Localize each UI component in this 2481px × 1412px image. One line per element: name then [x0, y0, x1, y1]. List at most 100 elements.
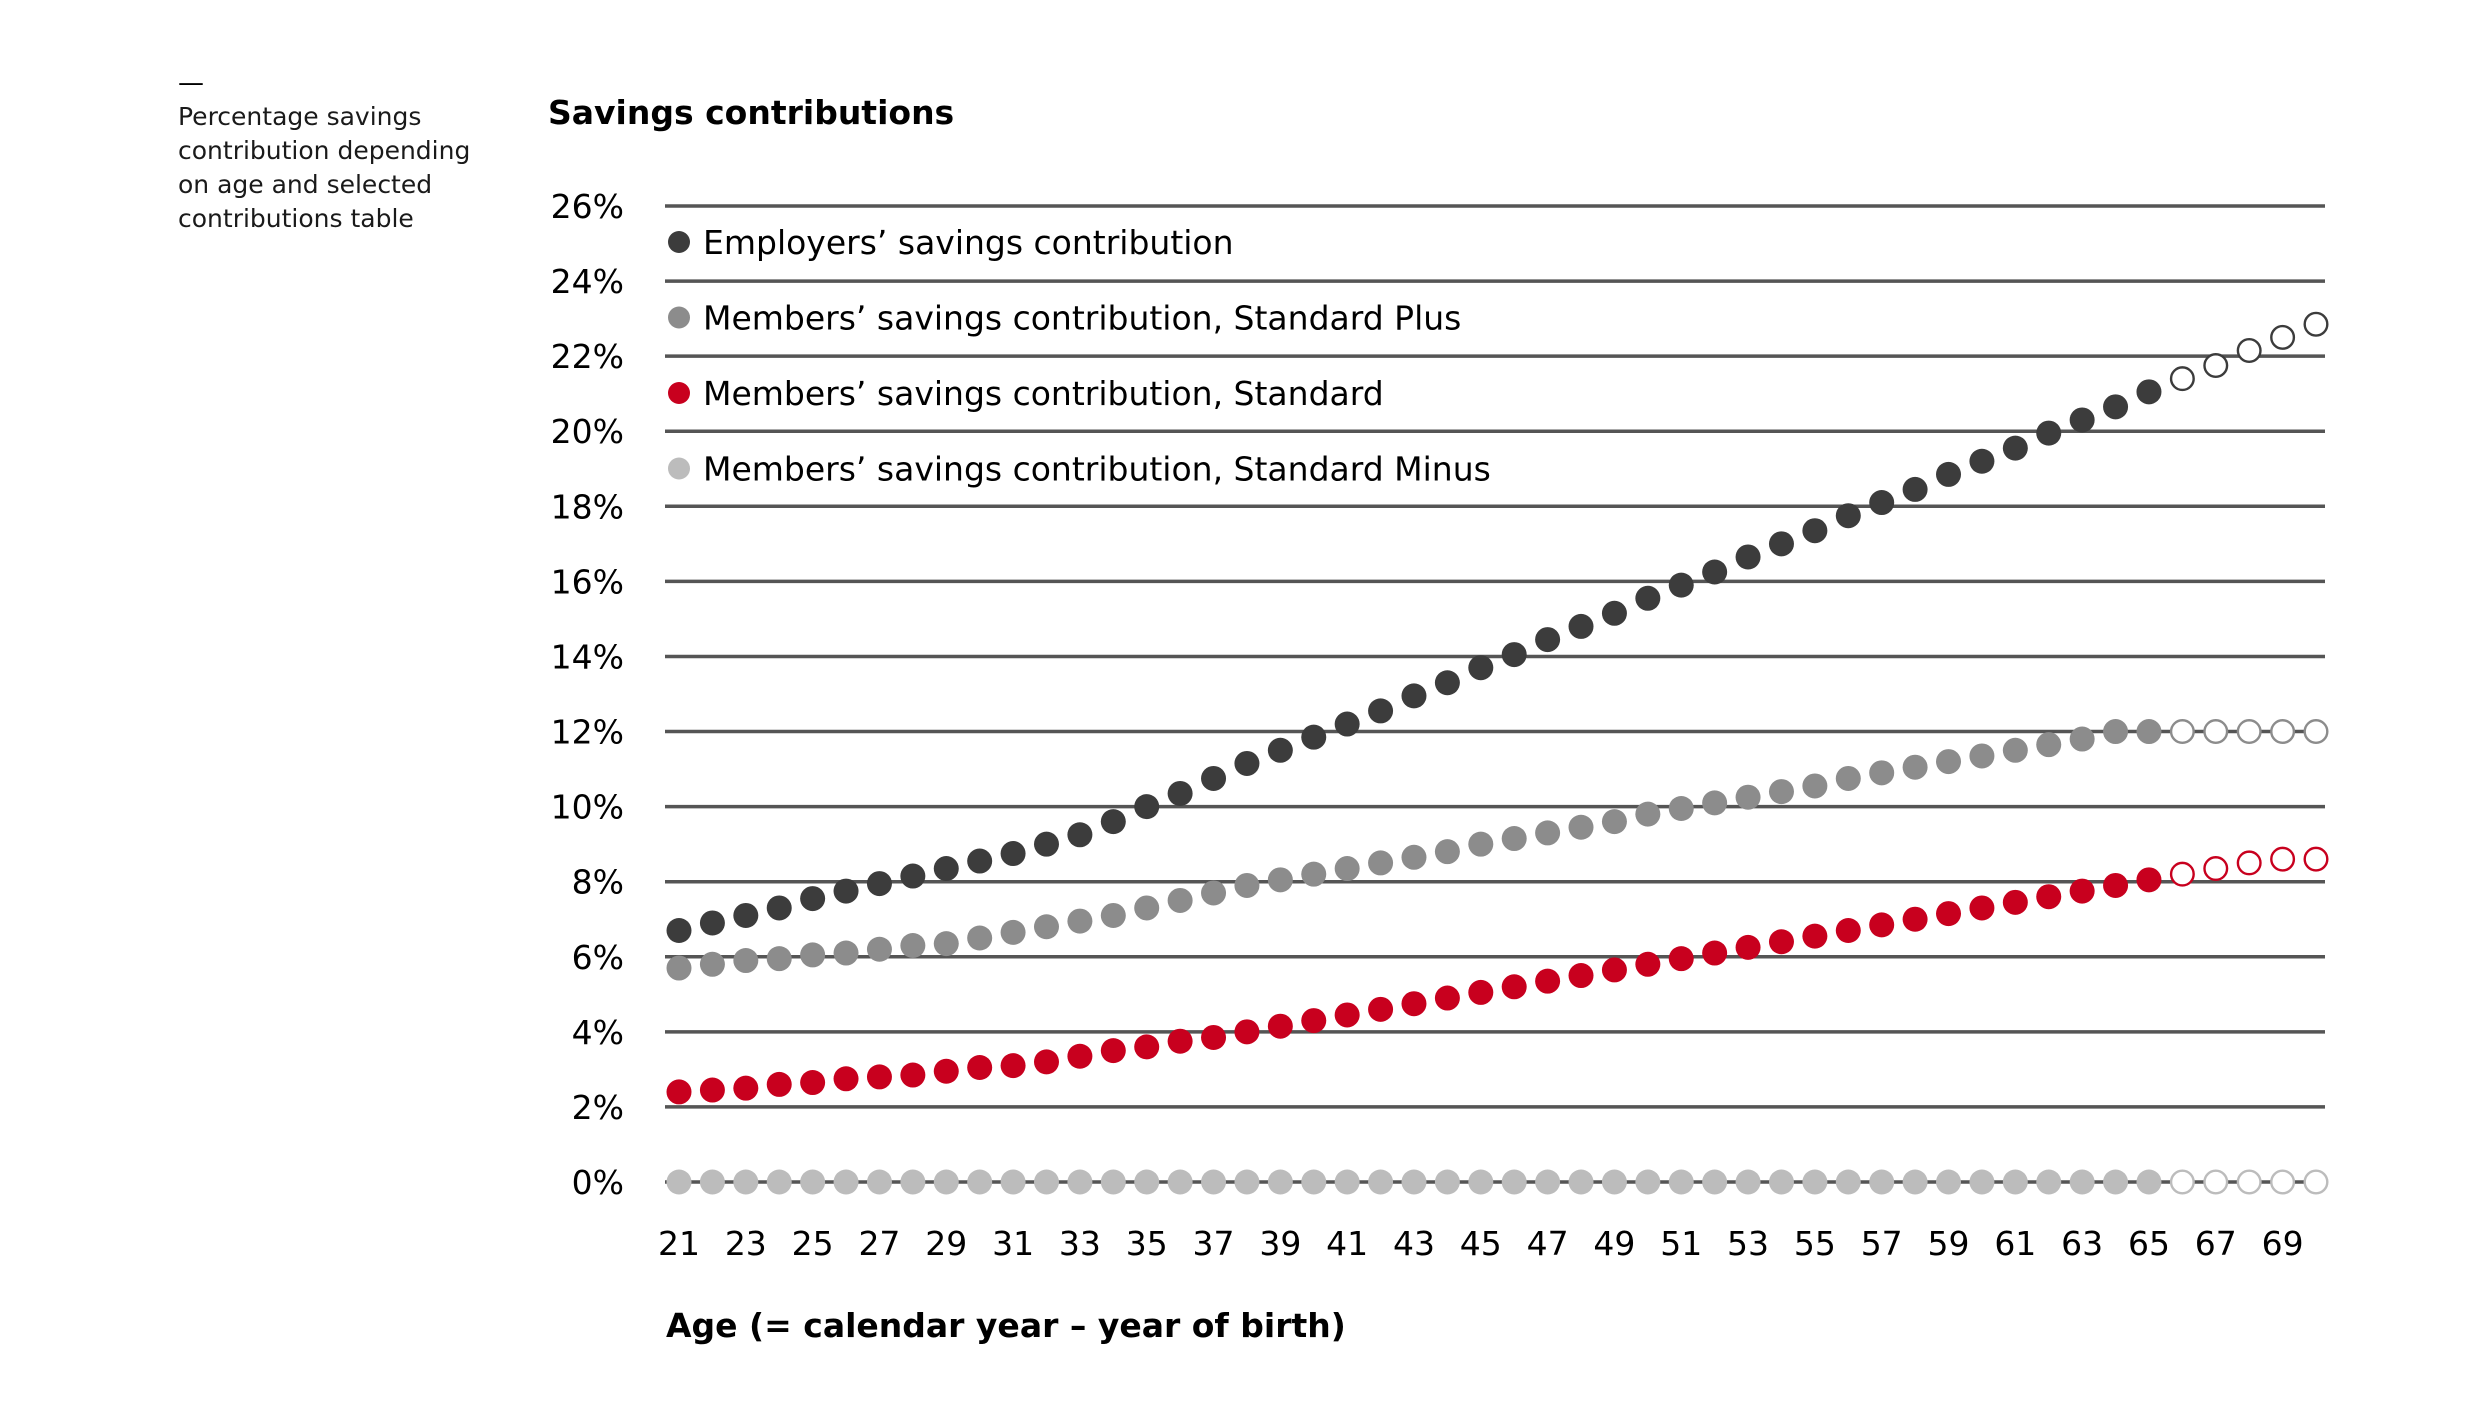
data-point-series-2: [933, 1058, 959, 1084]
data-point-series-3: [1201, 1169, 1227, 1195]
data-point-series-3: [1401, 1169, 1427, 1195]
data-point-series-2: [1936, 901, 1962, 927]
x-tick-label: 53: [1727, 1224, 1769, 1263]
x-tick-label: 49: [1593, 1224, 1635, 1263]
data-point-series-3: [1301, 1169, 1327, 1195]
data-point-series-0: [1334, 711, 1360, 737]
data-point-series-1: [1401, 844, 1427, 870]
data-point-series-0: [2236, 338, 2262, 364]
data-point-series-2: [1702, 940, 1728, 966]
data-point-series-1: [2136, 719, 2162, 745]
data-point-series-0: [1668, 572, 1694, 598]
data-point-series-2: [1668, 946, 1694, 972]
data-point-series-3: [766, 1169, 792, 1195]
data-point-series-1: [1368, 850, 1394, 876]
data-point-series-3: [666, 1169, 692, 1195]
data-point-series-3: [1969, 1169, 1995, 1195]
data-point-series-3: [2303, 1169, 2329, 1195]
data-point-series-3: [2236, 1169, 2262, 1195]
x-tick-label: 25: [792, 1224, 834, 1263]
data-point-series-3: [1067, 1169, 1093, 1195]
data-point-series-0: [900, 863, 926, 889]
data-point-series-1: [1802, 773, 1828, 799]
data-point-series-3: [1601, 1169, 1627, 1195]
data-point-series-0: [1434, 670, 1460, 696]
data-point-series-2: [1267, 1013, 1293, 1039]
data-point-series-1: [900, 933, 926, 959]
y-tick-label: 18%: [551, 487, 624, 526]
data-point-series-1: [1535, 820, 1561, 846]
data-point-series-0: [1201, 765, 1227, 791]
data-point-series-3: [900, 1169, 926, 1195]
data-point-series-1: [1100, 902, 1126, 928]
x-axis-title: Age (= calendar year – year of birth): [666, 1306, 1346, 1345]
data-point-series-3: [699, 1169, 725, 1195]
x-tick-label: 63: [2061, 1224, 2103, 1263]
legend-marker: [668, 457, 690, 480]
data-point-series-1: [2103, 719, 2129, 745]
data-point-series-1: [833, 940, 859, 966]
data-point-series-1: [733, 948, 759, 974]
y-tick-label: 20%: [551, 412, 624, 451]
data-points: [666, 311, 2329, 1195]
data-point-series-2: [1835, 917, 1861, 943]
data-point-series-2: [1802, 923, 1828, 949]
y-tick-label: 8%: [572, 863, 624, 902]
data-point-series-2: [2169, 861, 2195, 887]
data-point-series-0: [766, 895, 792, 921]
data-point-series-2: [833, 1066, 859, 1092]
data-point-series-2: [2103, 872, 2129, 898]
data-point-series-0: [1167, 780, 1193, 806]
data-point-series-3: [1902, 1169, 1928, 1195]
data-point-series-0: [1869, 490, 1895, 516]
y-tick-label: 10%: [551, 788, 624, 827]
gridlines: [665, 204, 2325, 1184]
data-point-series-2: [2270, 846, 2296, 872]
data-point-series-1: [1301, 861, 1327, 887]
data-point-series-1: [1234, 872, 1260, 898]
x-tick-label: 37: [1193, 1224, 1235, 1263]
data-point-series-2: [1535, 968, 1561, 994]
data-point-series-0: [800, 886, 826, 912]
data-point-series-0: [1468, 655, 1494, 681]
data-point-series-1: [1668, 795, 1694, 821]
data-point-series-2: [1368, 996, 1394, 1022]
x-tick-label: 59: [1928, 1224, 1970, 1263]
data-point-series-3: [2069, 1169, 2095, 1195]
data-point-series-2: [900, 1062, 926, 1088]
data-point-series-2: [2303, 846, 2329, 872]
data-point-series-1: [1568, 814, 1594, 840]
data-point-series-3: [1000, 1169, 1026, 1195]
data-point-series-2: [1902, 906, 1928, 932]
legend: Employers’ savings contribution Members’ …: [668, 223, 1491, 489]
data-point-series-1: [2270, 719, 2296, 745]
data-point-series-1: [1434, 839, 1460, 865]
data-point-series-3: [1033, 1169, 1059, 1195]
data-point-series-0: [2103, 394, 2129, 420]
data-point-series-3: [733, 1169, 759, 1195]
data-point-series-2: [733, 1075, 759, 1101]
x-tick-label: 39: [1259, 1224, 1301, 1263]
data-point-series-1: [1835, 765, 1861, 791]
y-tick-label: 24%: [551, 262, 624, 301]
data-point-series-2: [766, 1071, 792, 1097]
data-point-series-0: [1936, 461, 1962, 487]
data-point-series-3: [1869, 1169, 1895, 1195]
data-point-series-3: [2036, 1169, 2062, 1195]
data-point-series-2: [1434, 985, 1460, 1011]
data-point-series-2: [1401, 991, 1427, 1017]
data-point-series-3: [1234, 1169, 1260, 1195]
data-point-series-0: [1368, 698, 1394, 724]
data-point-series-1: [866, 936, 892, 962]
data-point-series-1: [2036, 732, 2062, 758]
data-point-series-0: [2169, 366, 2195, 392]
data-point-series-0: [699, 910, 725, 936]
data-point-series-1: [1501, 826, 1527, 852]
data-point-series-0: [1501, 642, 1527, 668]
data-point-series-3: [1768, 1169, 1794, 1195]
data-point-series-0: [1601, 600, 1627, 626]
data-point-series-1: [1000, 919, 1026, 945]
data-point-series-2: [2203, 856, 2229, 882]
data-point-series-3: [1702, 1169, 1728, 1195]
